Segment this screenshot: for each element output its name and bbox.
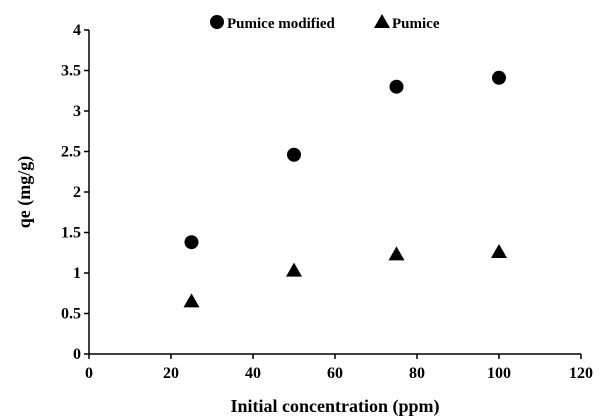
x-axis-title: Initial concentration (ppm) [231, 396, 440, 417]
legend-marker-triangle [374, 14, 390, 28]
circle-point [184, 235, 199, 250]
x-tick-label: 60 [327, 365, 343, 382]
y-tick-label: 3 [73, 103, 81, 120]
circle-point [389, 79, 404, 94]
y-tick-label: 1 [73, 265, 81, 282]
series-2 [183, 243, 507, 308]
circle-point [492, 70, 506, 85]
triangle-point [388, 246, 405, 261]
y-tick-label: 2.5 [61, 144, 81, 161]
axes [88, 30, 581, 355]
triangle-point [286, 262, 302, 277]
x-tick-label: 40 [245, 365, 261, 382]
y-tick-label: 0 [73, 346, 81, 363]
x-tick-label: 100 [487, 365, 511, 382]
x-tick-label: 0 [85, 365, 93, 382]
circle-point [287, 147, 301, 162]
y-tick-label: 1.5 [61, 225, 81, 242]
x-tick-label: 80 [409, 365, 425, 382]
y-ticks: 0 0.5 1 1.5 2 2.5 3 3.5 4 [61, 22, 89, 363]
y-axis-title: qe (mg/g) [14, 156, 35, 228]
series-1 [184, 70, 506, 250]
x-tick-label: 20 [163, 365, 179, 382]
legend: Pumice modified Pumice [210, 14, 440, 32]
x-tick-label: 120 [569, 365, 593, 382]
y-tick-label: 2 [73, 184, 81, 201]
y-tick-label: 4 [73, 22, 81, 39]
legend-marker-circle [210, 15, 224, 29]
y-tick-label: 3.5 [61, 63, 81, 80]
triangle-point [491, 243, 507, 258]
triangle-point [183, 293, 200, 308]
legend-label: Pumice [392, 16, 440, 32]
legend-label: Pumice modified [227, 16, 336, 32]
y-tick-label: 0.5 [61, 306, 81, 323]
data-points [183, 70, 507, 308]
x-ticks: 0 20 40 60 80 100 120 [85, 354, 593, 382]
